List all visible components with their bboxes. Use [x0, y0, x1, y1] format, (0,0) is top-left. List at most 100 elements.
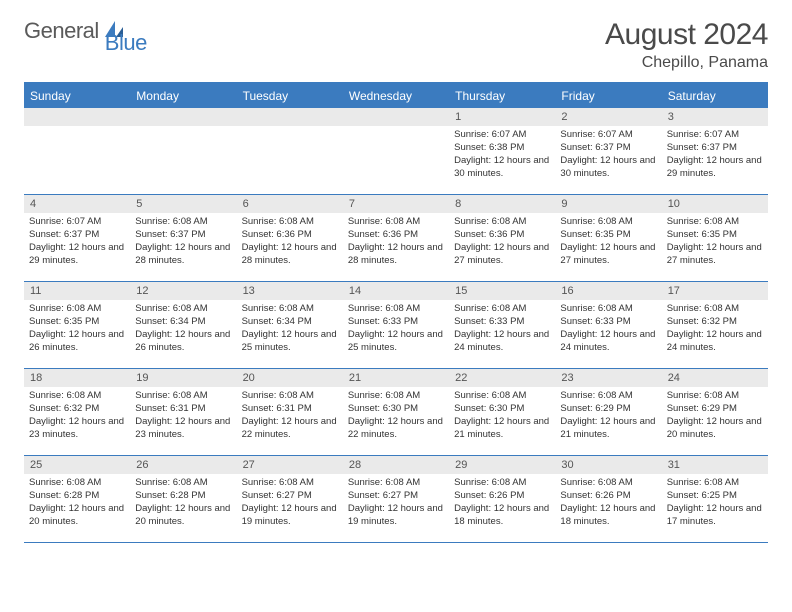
day-details: Sunrise: 6:08 AM Sunset: 6:31 PM Dayligh… [135, 390, 231, 441]
day-details: Sunrise: 6:08 AM Sunset: 6:35 PM Dayligh… [667, 216, 763, 267]
day-cell: 7Sunrise: 6:08 AM Sunset: 6:36 PM Daylig… [343, 195, 449, 281]
day-details: Sunrise: 6:07 AM Sunset: 6:38 PM Dayligh… [454, 129, 550, 180]
day-details: Sunrise: 6:08 AM Sunset: 6:27 PM Dayligh… [348, 477, 444, 528]
day-details: Sunrise: 6:08 AM Sunset: 6:31 PM Dayligh… [242, 390, 338, 441]
day-details: Sunrise: 6:08 AM Sunset: 6:26 PM Dayligh… [560, 477, 656, 528]
day-cell: 2Sunrise: 6:07 AM Sunset: 6:37 PM Daylig… [555, 108, 661, 194]
day-cell: 30 Sunrise: 6:08 AM Sunset: 6:26 PM Dayli… [555, 456, 661, 542]
day-body: Sunrise: 6:08 AM Sunset: 6:34 PM Dayligh… [130, 300, 236, 358]
day-number: 21 [343, 369, 449, 387]
day-number: 19 [130, 369, 236, 387]
day-details: Sunrise: 6:08 AM Sunset: 6:34 PM Dayligh… [135, 303, 231, 354]
day-number: 14 [343, 282, 449, 300]
logo-text-general: General [24, 18, 99, 44]
dow-monday: Monday [130, 84, 236, 108]
day-cell [237, 108, 343, 194]
day-body [130, 126, 236, 133]
day-body: Sunrise: 6:08 AM Sunset: 6:37 PM Dayligh… [130, 213, 236, 271]
day-cell: 20Sunrise: 6:08 AM Sunset: 6:31 PM Dayli… [237, 369, 343, 455]
day-cell [24, 108, 130, 194]
day-number [343, 108, 449, 126]
week-row: 11Sunrise: 6:08 AM Sunset: 6:35 PM Dayli… [24, 282, 768, 369]
day-details: Sunrise: 6:08 AM Sunset: 6:36 PM Dayligh… [242, 216, 338, 267]
day-body: Sunrise: 6:08 AM Sunset: 6:33 PM Dayligh… [449, 300, 555, 358]
day-body: Sunrise: 6:07 AM Sunset: 6:37 PM Dayligh… [555, 126, 661, 184]
day-details: Sunrise: 6:08 AM Sunset: 6:29 PM Dayligh… [667, 390, 763, 441]
day-body: Sunrise: 6:08 AM Sunset: 6:26 PM Dayligh… [449, 474, 555, 532]
day-body: Sunrise: 6:07 AM Sunset: 6:37 PM Dayligh… [24, 213, 130, 271]
dow-thursday: Thursday [449, 84, 555, 108]
day-body: Sunrise: 6:08 AM Sunset: 6:27 PM Dayligh… [343, 474, 449, 532]
day-number: 23 [555, 369, 661, 387]
day-number [237, 108, 343, 126]
day-body: Sunrise: 6:08 AM Sunset: 6:31 PM Dayligh… [130, 387, 236, 445]
day-body: Sunrise: 6:08 AM Sunset: 6:25 PM Dayligh… [662, 474, 768, 532]
day-details: Sunrise: 6:08 AM Sunset: 6:27 PM Dayligh… [242, 477, 338, 528]
day-number: 4 [24, 195, 130, 213]
day-body: Sunrise: 6:08 AM Sunset: 6:36 PM Dayligh… [237, 213, 343, 271]
logo-text-blue: Blue [105, 30, 147, 56]
day-cell: 6Sunrise: 6:08 AM Sunset: 6:36 PM Daylig… [237, 195, 343, 281]
day-cell: 16 Sunrise: 6:08 AM Sunset: 6:33 PM Dayli… [555, 282, 661, 368]
day-body: Sunrise: 6:08 AM Sunset: 6:36 PM Dayligh… [343, 213, 449, 271]
dow-saturday: Saturday [662, 84, 768, 108]
week-row: 18Sunrise: 6:08 AM Sunset: 6:32 PM Dayli… [24, 369, 768, 456]
day-cell: 9Sunrise: 6:08 AM Sunset: 6:35 PM Daylig… [555, 195, 661, 281]
day-number: 22 [449, 369, 555, 387]
day-details: Sunrise: 6:08 AM Sunset: 6:26 PM Dayligh… [454, 477, 550, 528]
day-number: 10 [662, 195, 768, 213]
day-number: 16 [555, 282, 661, 300]
day-cell: 26Sunrise: 6:08 AM Sunset: 6:28 PM Dayli… [130, 456, 236, 542]
day-details: Sunrise: 6:08 AM Sunset: 6:29 PM Dayligh… [560, 390, 656, 441]
day-body: Sunrise: 6:08 AM Sunset: 6:33 PM Dayligh… [343, 300, 449, 358]
day-cell: 4 Sunrise: 6:07 AM Sunset: 6:37 PM Daylig… [24, 195, 130, 281]
day-body: Sunrise: 6:08 AM Sunset: 6:29 PM Dayligh… [662, 387, 768, 445]
title-block: August 2024 Chepillo, Panama [605, 18, 768, 72]
day-details: Sunrise: 6:08 AM Sunset: 6:36 PM Dayligh… [348, 216, 444, 267]
day-cell: 10 Sunrise: 6:08 AM Sunset: 6:35 PM Dayli… [662, 195, 768, 281]
day-details: Sunrise: 6:08 AM Sunset: 6:25 PM Dayligh… [667, 477, 763, 528]
day-cell: 13Sunrise: 6:08 AM Sunset: 6:34 PM Dayli… [237, 282, 343, 368]
day-number: 28 [343, 456, 449, 474]
day-cell: 11Sunrise: 6:08 AM Sunset: 6:35 PM Dayli… [24, 282, 130, 368]
day-cell: 29Sunrise: 6:08 AM Sunset: 6:26 PM Dayli… [449, 456, 555, 542]
day-body: Sunrise: 6:08 AM Sunset: 6:29 PM Dayligh… [555, 387, 661, 445]
day-cell: 25Sunrise: 6:08 AM Sunset: 6:28 PM Dayli… [24, 456, 130, 542]
day-number: 5 [130, 195, 236, 213]
day-body: Sunrise: 6:08 AM Sunset: 6:34 PM Dayligh… [237, 300, 343, 358]
month-title: August 2024 [605, 18, 768, 52]
day-cell: 17Sunrise: 6:08 AM Sunset: 6:32 PM Dayli… [662, 282, 768, 368]
header: General Blue August 2024 Chepillo, Panam… [24, 18, 768, 72]
day-number: 2 [555, 108, 661, 126]
day-cell: 24Sunrise: 6:08 AM Sunset: 6:29 PM Dayli… [662, 369, 768, 455]
day-body: Sunrise: 6:08 AM Sunset: 6:35 PM Dayligh… [555, 213, 661, 271]
day-cell: 1Sunrise: 6:07 AM Sunset: 6:38 PM Daylig… [449, 108, 555, 194]
day-cell: 14Sunrise: 6:08 AM Sunset: 6:33 PM Dayli… [343, 282, 449, 368]
day-number: 30 [555, 456, 661, 474]
day-details: Sunrise: 6:08 AM Sunset: 6:32 PM Dayligh… [667, 303, 763, 354]
day-body: Sunrise: 6:08 AM Sunset: 6:33 PM Dayligh… [555, 300, 661, 358]
day-number: 3 [662, 108, 768, 126]
day-cell: 15Sunrise: 6:08 AM Sunset: 6:33 PM Dayli… [449, 282, 555, 368]
day-cell [130, 108, 236, 194]
day-body: Sunrise: 6:08 AM Sunset: 6:27 PM Dayligh… [237, 474, 343, 532]
day-cell: 22 Sunrise: 6:08 AM Sunset: 6:30 PM Dayli… [449, 369, 555, 455]
day-body [237, 126, 343, 133]
day-body: Sunrise: 6:08 AM Sunset: 6:30 PM Dayligh… [343, 387, 449, 445]
day-body: Sunrise: 6:07 AM Sunset: 6:37 PM Dayligh… [662, 126, 768, 184]
day-cell: 19 Sunrise: 6:08 AM Sunset: 6:31 PM Dayli… [130, 369, 236, 455]
day-details: Sunrise: 6:07 AM Sunset: 6:37 PM Dayligh… [667, 129, 763, 180]
day-body: Sunrise: 6:08 AM Sunset: 6:28 PM Dayligh… [130, 474, 236, 532]
day-body: Sunrise: 6:08 AM Sunset: 6:32 PM Dayligh… [662, 300, 768, 358]
calendar: SundayMondayTuesdayWednesdayThursdayFrid… [24, 82, 768, 543]
day-of-week-header: SundayMondayTuesdayWednesdayThursdayFrid… [24, 84, 768, 108]
week-row: 25Sunrise: 6:08 AM Sunset: 6:28 PM Dayli… [24, 456, 768, 543]
day-details: Sunrise: 6:08 AM Sunset: 6:33 PM Dayligh… [454, 303, 550, 354]
day-details: Sunrise: 6:08 AM Sunset: 6:33 PM Dayligh… [560, 303, 656, 354]
day-details: Sunrise: 6:08 AM Sunset: 6:30 PM Dayligh… [454, 390, 550, 441]
day-body: Sunrise: 6:08 AM Sunset: 6:30 PM Dayligh… [449, 387, 555, 445]
day-details: Sunrise: 6:07 AM Sunset: 6:37 PM Dayligh… [29, 216, 125, 267]
dow-wednesday: Wednesday [343, 84, 449, 108]
day-body: Sunrise: 6:08 AM Sunset: 6:28 PM Dayligh… [24, 474, 130, 532]
day-body [343, 126, 449, 133]
